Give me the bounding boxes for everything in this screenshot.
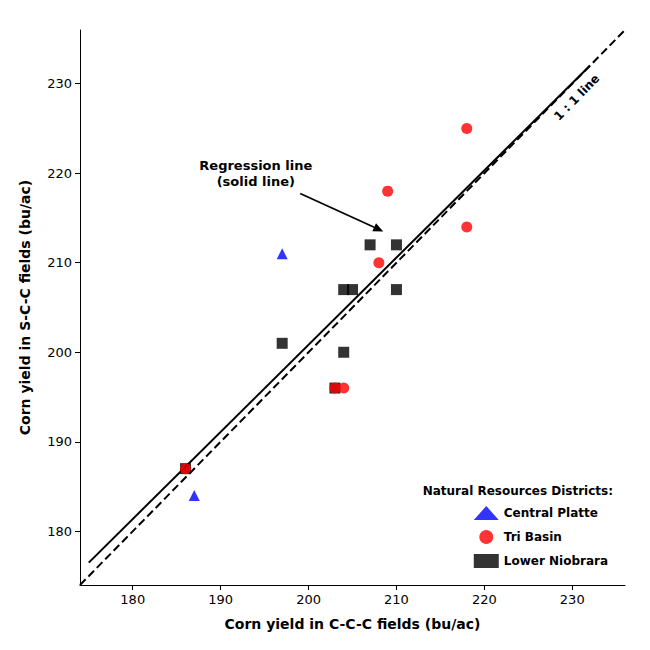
svg-text:220: 220 <box>472 592 497 607</box>
svg-text:180: 180 <box>120 592 145 607</box>
svg-text:Central Platte: Central Platte <box>504 506 598 520</box>
svg-text:200: 200 <box>47 345 72 360</box>
svg-text:Corn yield in C-C-C fields (bu: Corn yield in C-C-C fields (bu/ac) <box>225 616 481 632</box>
svg-text:190: 190 <box>47 434 72 449</box>
svg-text:Lower Niobrara: Lower Niobrara <box>504 554 608 568</box>
svg-text:230: 230 <box>560 592 585 607</box>
svg-text:210: 210 <box>47 255 72 270</box>
svg-text:Tri Basin: Tri Basin <box>504 530 562 544</box>
svg-text:Natural Resources Districts:: Natural Resources Districts: <box>423 484 613 498</box>
svg-text:(solid line): (solid line) <box>217 174 295 189</box>
svg-text:220: 220 <box>47 166 72 181</box>
svg-text:230: 230 <box>47 76 72 91</box>
svg-text:200: 200 <box>296 592 321 607</box>
svg-text:180: 180 <box>47 524 72 539</box>
svg-text:210: 210 <box>384 592 409 607</box>
svg-text:Corn yield in S-C-C fields (bu: Corn yield in S-C-C fields (bu/ac) <box>17 180 33 435</box>
svg-text:Regression line: Regression line <box>199 158 312 173</box>
svg-text:1 : 1 line: 1 : 1 line <box>551 71 602 123</box>
svg-text:190: 190 <box>208 592 233 607</box>
